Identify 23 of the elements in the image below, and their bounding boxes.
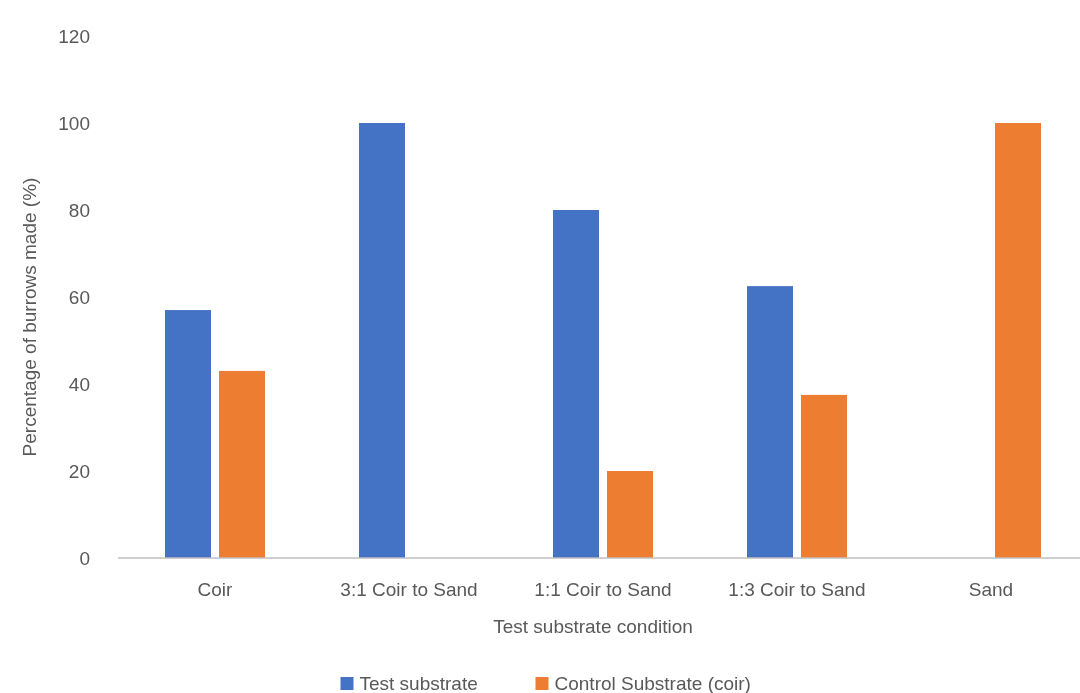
bar [747,286,793,558]
x-axis-title: Test substrate condition [493,616,693,637]
x-tick-label: Sand [968,579,1014,600]
y-tick-label: 120 [58,25,90,47]
bar [801,394,847,558]
bar [359,123,405,558]
y-tick-label: 40 [68,373,90,395]
bar [165,310,211,558]
bar [607,471,653,558]
x-tick-label: 1:3 Coir to Sand [728,579,866,600]
bar [995,123,1041,558]
y-tick-label: 80 [68,199,90,221]
legend-label: Test substrate [359,673,478,693]
y-tick-label: 20 [68,460,90,482]
bar [553,210,599,558]
x-tick-label: Coir [197,579,234,600]
y-tick-label: 100 [58,112,90,134]
x-tick-label: 3:1 Coir to Sand [340,579,478,600]
y-tick-label: 0 [79,547,90,569]
bar [219,370,265,558]
x-tick-label: 1:1 Coir to Sand [534,579,672,600]
y-tick-label: 60 [68,286,90,308]
y-axis-title: Percentage of burrows made (%) [19,177,40,457]
